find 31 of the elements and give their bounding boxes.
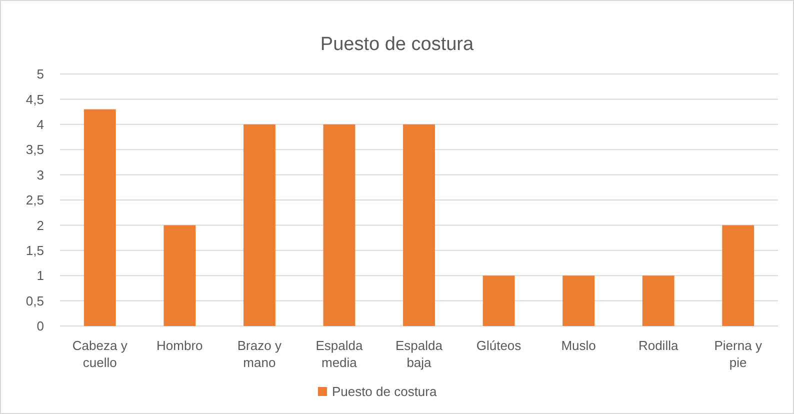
bar	[562, 276, 595, 326]
y-tick-label: 1	[36, 268, 44, 284]
legend-label: Puesto de costura	[332, 384, 438, 399]
x-tick-label: Cabeza y cuello	[72, 338, 128, 370]
y-tick-label: 4,5	[26, 92, 44, 107]
y-tick-label: 0	[36, 318, 44, 334]
y-tick-label: 5	[36, 66, 44, 82]
x-tick-label: Rodilla	[638, 338, 679, 353]
bar	[243, 124, 276, 326]
x-tick-label: Hombro	[156, 338, 203, 353]
x-tick-label: Glúteos	[476, 338, 522, 353]
bar	[642, 276, 674, 326]
x-tick-label: Espalda media	[316, 338, 364, 370]
y-tick-label: 4	[36, 116, 44, 132]
x-tick-label: Pierna y pie	[714, 338, 762, 370]
chart-title: Puesto de costura	[320, 34, 474, 55]
bar	[84, 109, 116, 326]
x-tick-label: Espalda baja	[396, 338, 444, 370]
y-tick-label: 2,5	[26, 192, 44, 208]
bar	[482, 276, 515, 326]
x-tick-label: Muslo	[561, 338, 596, 353]
y-tick-label: 3,5	[26, 142, 44, 158]
bar	[323, 124, 356, 326]
bar	[403, 124, 435, 326]
y-tick-label: 2	[36, 218, 44, 233]
y-tick-label: 0,5	[26, 293, 44, 308]
bar	[164, 225, 196, 326]
bar	[722, 225, 754, 326]
y-tick-label: 1,5	[26, 242, 44, 258]
x-tick-label: Brazo y mano	[237, 338, 282, 370]
y-tick-label: 3	[36, 167, 44, 182]
